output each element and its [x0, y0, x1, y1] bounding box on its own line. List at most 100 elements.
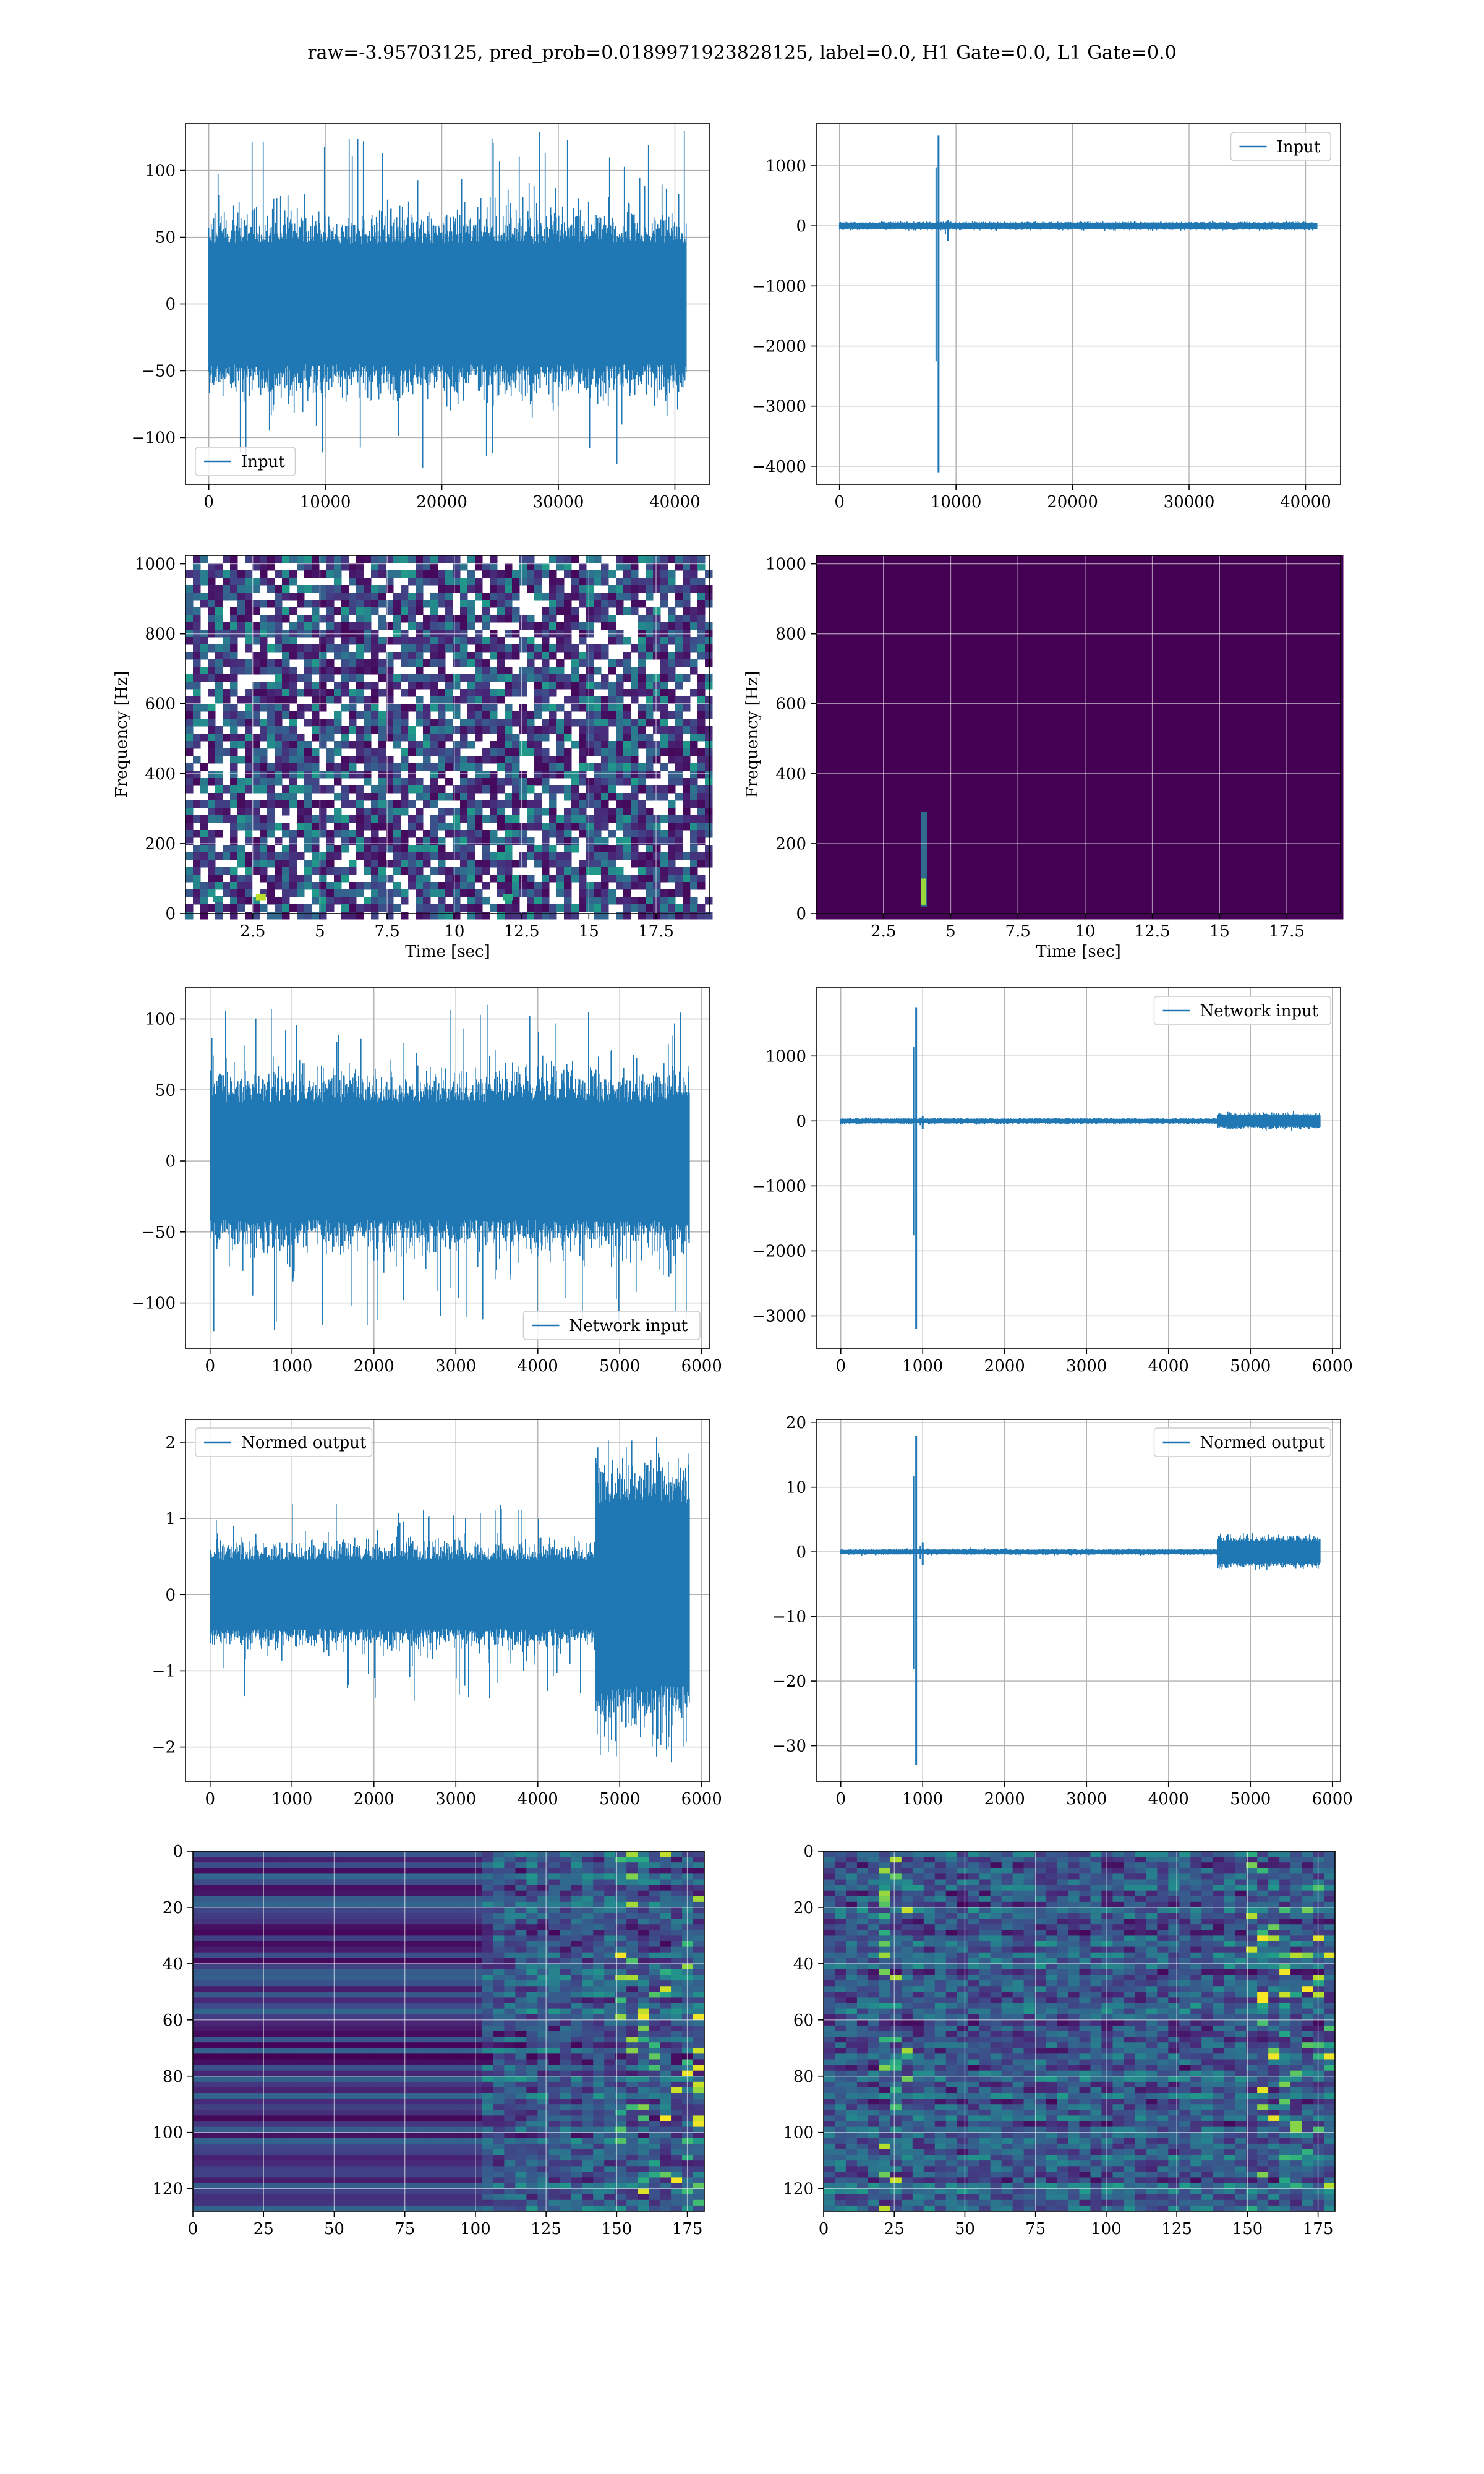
heatmap-cell	[1224, 644, 1232, 653]
heatmap-cell	[653, 860, 661, 868]
heatmap-cell	[275, 659, 283, 667]
heatmap-cell	[215, 800, 223, 808]
heatmap-cell	[868, 682, 876, 690]
heatmap-cell	[601, 912, 609, 920]
heatmap-cell	[1269, 748, 1277, 756]
heatmap-cell	[683, 726, 691, 734]
heatmap-cell	[364, 756, 372, 764]
heatmap-cell	[1328, 741, 1336, 749]
heatmap-cell	[519, 830, 527, 838]
heatmap-cell	[445, 600, 453, 608]
heatmap-cell	[1091, 778, 1099, 786]
heatmap-cell	[1336, 674, 1344, 682]
heatmap-cell	[1054, 734, 1062, 742]
heatmap-cell	[631, 644, 639, 653]
heatmap-cell	[490, 860, 498, 868]
heatmap-cell	[594, 644, 602, 653]
heatmap-cell	[1195, 696, 1203, 704]
heatmap-cell	[1017, 689, 1025, 697]
heatmap-cell	[1291, 719, 1299, 727]
heatmap-cell	[386, 652, 394, 660]
heatmap-cell	[965, 570, 973, 578]
heatmap-cell	[260, 756, 268, 764]
heatmap-cell	[475, 867, 483, 875]
heatmap-cell	[542, 607, 550, 615]
heatmap-cell	[1046, 659, 1054, 667]
heatmap-cell	[1046, 756, 1054, 764]
heatmap-cell	[423, 659, 431, 667]
heatmap-cell	[1083, 659, 1091, 667]
heatmap-cell	[920, 756, 928, 764]
x-tick-label: 17.5	[638, 922, 674, 941]
heatmap-cell	[883, 756, 891, 764]
heatmap-cell	[1031, 667, 1039, 675]
heatmap-cell	[838, 578, 846, 586]
heatmap-cell	[408, 704, 416, 712]
heatmap-cell	[660, 578, 668, 586]
heatmap-cell	[260, 837, 268, 845]
heatmap-cell	[378, 719, 386, 727]
heatmap-cell	[1106, 763, 1114, 771]
heatmap-cell	[905, 689, 913, 697]
heatmap-cell	[497, 756, 505, 764]
heatmap-cell	[267, 823, 275, 831]
heatmap-cell	[1150, 585, 1158, 593]
heatmap-cell	[297, 622, 305, 630]
heatmap-cell	[393, 674, 401, 682]
heatmap-cell	[460, 756, 468, 764]
heatmap-cell	[1098, 593, 1106, 601]
heatmap-cell	[534, 904, 542, 912]
heatmap-cell	[1239, 726, 1247, 734]
heatmap-cell	[1039, 771, 1047, 779]
heatmap-cell	[1120, 748, 1128, 756]
heatmap-cell	[1054, 778, 1062, 786]
heatmap-cell	[193, 734, 201, 742]
heatmap-cell	[1106, 593, 1114, 601]
heatmap-cell	[1269, 682, 1277, 690]
heatmap-cell	[378, 778, 386, 786]
heatmap-cell	[935, 778, 943, 786]
heatmap-cell	[312, 882, 320, 890]
heatmap-cell	[549, 800, 557, 808]
heatmap-cell	[349, 600, 357, 608]
heatmap-cell	[1068, 585, 1077, 593]
heatmap-cell	[341, 845, 349, 853]
heatmap-cell	[326, 637, 335, 645]
heatmap-cell	[957, 555, 965, 563]
heatmap-cell	[1261, 726, 1269, 734]
heatmap-cell	[356, 741, 364, 749]
heatmap-cell	[690, 785, 698, 794]
heatmap-cell	[660, 889, 668, 897]
heatmap-cell	[556, 904, 565, 912]
heatmap-cell	[542, 860, 550, 868]
heatmap-cell	[935, 682, 943, 690]
heatmap-cell	[638, 837, 646, 845]
heatmap-cell	[1031, 652, 1039, 660]
heatmap-cell	[1298, 607, 1307, 615]
heatmap-cell	[994, 704, 1002, 712]
heatmap-cell	[297, 704, 305, 712]
heatmap-cell	[905, 771, 913, 779]
heatmap-cell	[364, 748, 372, 756]
heatmap-cell	[594, 785, 602, 794]
heatmap-cell	[230, 741, 238, 749]
heatmap-cell	[519, 860, 527, 868]
heatmap-cell	[430, 659, 438, 667]
heatmap-cell	[208, 615, 216, 623]
heatmap-cell	[445, 578, 453, 586]
heatmap-cell	[623, 756, 631, 764]
heatmap-cell	[979, 563, 987, 571]
heatmap-cell	[245, 615, 253, 623]
heatmap-cell	[230, 830, 238, 838]
heatmap-cell	[1143, 689, 1151, 697]
heatmap-cell	[1209, 563, 1217, 571]
heatmap-cell	[186, 852, 194, 860]
heatmap-cell	[423, 711, 431, 719]
heatmap-cell	[1083, 696, 1091, 704]
heatmap-cell	[393, 882, 401, 890]
heatmap-cell	[371, 652, 379, 660]
heatmap-cell	[816, 659, 824, 667]
heatmap-cell	[245, 875, 253, 883]
heatmap-cell	[304, 837, 312, 845]
heatmap-cell	[460, 875, 468, 883]
